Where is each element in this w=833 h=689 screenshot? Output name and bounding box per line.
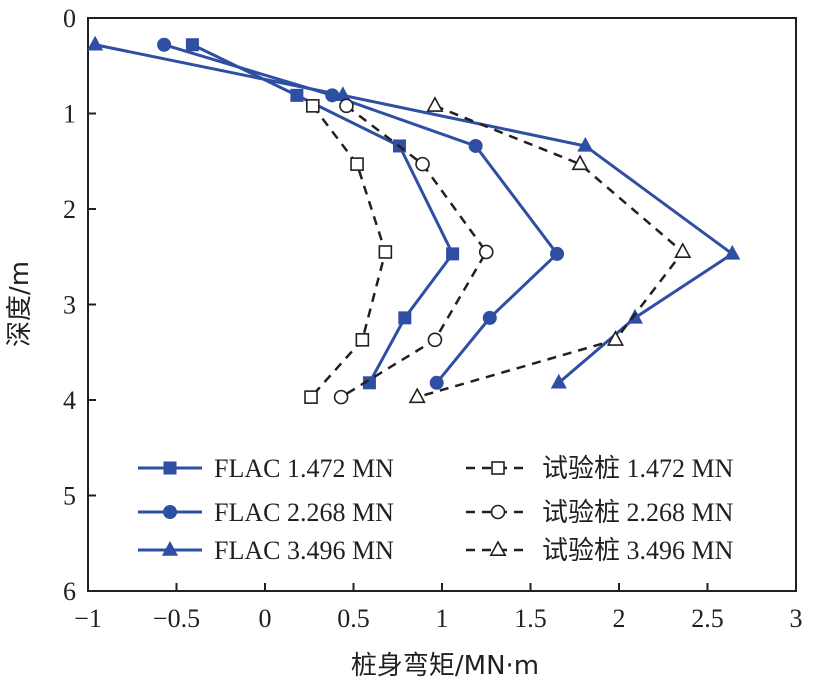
triangle-marker: [606, 330, 625, 346]
triangle-marker: [161, 540, 179, 556]
triangle-marker: [489, 540, 507, 557]
triangle-marker: [87, 35, 104, 51]
triangle-marker: [426, 96, 444, 112]
series-line: [191, 43, 455, 384]
square-marker: [185, 38, 199, 52]
y-tick-label: 4: [63, 386, 76, 415]
triangle-marker: [724, 244, 741, 260]
triangle-marker: [626, 308, 643, 324]
series-line: [340, 104, 488, 399]
series-line: [310, 105, 387, 398]
square-marker: [355, 333, 370, 347]
circle-marker: [157, 37, 172, 52]
series-6: [408, 96, 692, 404]
y-tick-label: 2: [63, 195, 76, 224]
square-marker: [305, 99, 320, 113]
square-marker: [163, 461, 177, 475]
square-marker: [398, 311, 412, 325]
y-tick-label: 0: [63, 4, 76, 33]
circle-marker: [333, 389, 349, 405]
legend-label: 试验桩 2.268 MN: [542, 498, 734, 527]
legend-entry: FLAC 2.268 MN: [138, 498, 394, 527]
x-tick-label: 0: [259, 604, 272, 633]
circle-marker: [429, 375, 444, 390]
y-tick-label: 6: [63, 577, 76, 606]
x-tick-label: 0.5: [337, 604, 370, 633]
legend-entry: FLAC 1.472 MN: [138, 454, 394, 483]
circle-marker: [550, 246, 565, 261]
x-tick-label: −0.5: [153, 604, 200, 633]
y-tick-label: 5: [63, 482, 76, 511]
x-tick-label: 2: [613, 604, 626, 633]
square-marker: [350, 157, 364, 171]
square-marker: [378, 245, 393, 259]
y-axis-ticks: 0 1 2 3 4 5 6: [63, 4, 96, 606]
legend-entry: 试验桩 3.496 MN: [466, 536, 734, 565]
circle-marker: [427, 332, 443, 348]
legend-label: FLAC 1.472 MN: [214, 454, 394, 483]
circle-marker: [490, 504, 506, 520]
series-4: [304, 99, 393, 404]
x-tick-label: 1: [436, 604, 449, 633]
legend-label: 试验桩 1.472 MN: [542, 454, 734, 483]
triangle-marker: [550, 373, 567, 389]
x-tick-label: 3: [790, 604, 803, 633]
y-tick-label: 1: [63, 100, 76, 129]
triangle-marker: [577, 136, 594, 152]
x-axis-title: 桩身弯矩/MN·m: [351, 651, 539, 681]
legend-label: 试验桩 3.496 MN: [542, 536, 734, 565]
x-axis-ticks: −1 −0.5 0 0.5 1 1.5 2 2.5 3: [74, 583, 803, 633]
legend: FLAC 1.472 MN FLAC 2.268 MN FLAC 3.496 MN 试…: [138, 454, 734, 565]
series-line: [163, 43, 560, 384]
series-1: [185, 38, 460, 390]
x-tick-label: 2.5: [691, 604, 724, 633]
y-axis-title: 深度/m: [5, 261, 35, 347]
series-line: [94, 43, 735, 384]
y-tick-label: 3: [63, 291, 76, 320]
circle-marker: [482, 310, 497, 325]
legend-label: FLAC 2.268 MN: [214, 498, 394, 527]
circle-marker: [415, 156, 430, 172]
circle-marker: [163, 505, 177, 519]
x-tick-label: −1: [74, 604, 102, 633]
circle-marker: [478, 244, 494, 260]
square-marker: [290, 88, 304, 102]
square-marker: [491, 461, 505, 475]
square-marker: [446, 247, 460, 261]
series-5: [333, 98, 494, 405]
legend-entry: 试验桩 2.268 MN: [466, 498, 734, 527]
circle-marker: [339, 98, 354, 114]
x-tick-label: 1.5: [514, 604, 547, 633]
circle-marker: [468, 138, 483, 153]
triangle-marker: [674, 242, 692, 258]
triangle-marker: [408, 387, 426, 404]
triangle-marker: [571, 154, 589, 171]
square-marker: [304, 390, 318, 404]
legend-entry: FLAC 3.496 MN: [138, 536, 394, 565]
series-layer: [87, 35, 741, 405]
legend-label: FLAC 3.496 MN: [214, 536, 394, 565]
legend-entry: 试验桩 1.472 MN: [466, 454, 734, 483]
series-3: [87, 35, 741, 389]
